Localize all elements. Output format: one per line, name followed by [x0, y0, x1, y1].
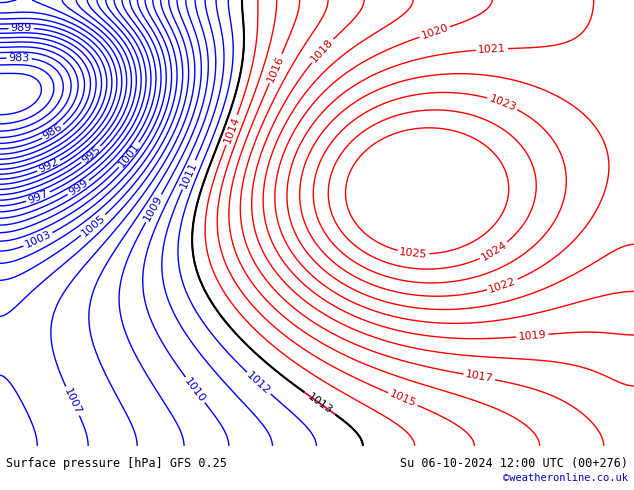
- Text: 1012: 1012: [245, 370, 273, 396]
- Text: 997: 997: [27, 188, 50, 205]
- Text: 1023: 1023: [488, 93, 517, 113]
- Text: 1013: 1013: [306, 391, 334, 416]
- Text: 1001: 1001: [117, 141, 142, 169]
- Text: 1015: 1015: [388, 389, 418, 409]
- Text: 1025: 1025: [399, 247, 428, 260]
- Text: 1003: 1003: [23, 229, 53, 250]
- Text: 1022: 1022: [488, 276, 517, 294]
- Text: 992: 992: [37, 157, 61, 175]
- Text: 1019: 1019: [518, 330, 547, 342]
- Text: 1020: 1020: [420, 23, 450, 41]
- Text: 995: 995: [80, 144, 103, 165]
- Text: 999: 999: [67, 177, 90, 198]
- Text: 1005: 1005: [79, 212, 107, 238]
- Text: 1011: 1011: [179, 160, 199, 190]
- Text: 989: 989: [11, 23, 32, 33]
- Text: 983: 983: [8, 53, 30, 63]
- Text: Surface pressure [hPa] GFS 0.25: Surface pressure [hPa] GFS 0.25: [6, 457, 227, 470]
- Text: 1014: 1014: [222, 115, 242, 145]
- Text: 1010: 1010: [183, 376, 207, 404]
- Text: 1016: 1016: [266, 54, 286, 83]
- Text: 1009: 1009: [142, 194, 165, 223]
- Text: 1007: 1007: [62, 386, 83, 416]
- Text: 1018: 1018: [309, 37, 335, 65]
- Text: 1017: 1017: [465, 369, 494, 384]
- Text: ©weatheronline.co.uk: ©weatheronline.co.uk: [503, 473, 628, 483]
- Text: Su 06-10-2024 12:00 UTC (00+276): Su 06-10-2024 12:00 UTC (00+276): [399, 457, 628, 470]
- Text: 986: 986: [41, 122, 65, 142]
- Text: 1021: 1021: [477, 44, 506, 55]
- Text: 1024: 1024: [479, 240, 508, 263]
